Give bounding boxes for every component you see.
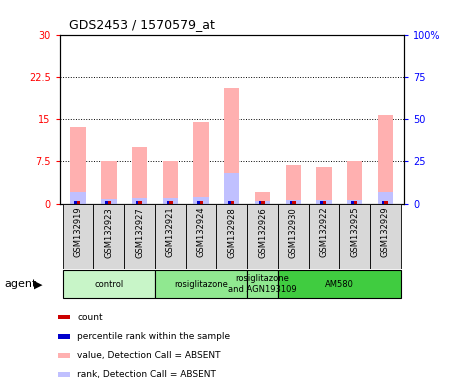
Bar <box>101 161 117 204</box>
Bar <box>260 201 265 204</box>
Text: GSM132921: GSM132921 <box>166 207 175 257</box>
Bar <box>383 201 388 204</box>
Bar <box>285 200 301 204</box>
Text: GSM132923: GSM132923 <box>104 207 113 258</box>
Bar <box>70 192 86 204</box>
Text: value, Detection Call = ABSENT: value, Detection Call = ABSENT <box>78 351 221 360</box>
Bar <box>347 161 363 204</box>
Text: percentile rank within the sample: percentile rank within the sample <box>78 332 230 341</box>
Text: GSM132930: GSM132930 <box>289 207 298 258</box>
Text: GSM132927: GSM132927 <box>135 207 144 258</box>
Text: rank, Detection Call = ABSENT: rank, Detection Call = ABSENT <box>78 370 216 379</box>
Bar <box>199 201 203 204</box>
Bar <box>63 204 94 269</box>
Bar <box>285 165 301 204</box>
Bar <box>70 127 86 204</box>
Bar <box>57 372 70 377</box>
Text: rosiglitazone: rosiglitazone <box>174 280 228 289</box>
Bar <box>193 197 209 204</box>
Bar <box>132 198 147 204</box>
Bar <box>136 201 138 204</box>
Bar <box>316 167 332 204</box>
Text: GSM132924: GSM132924 <box>196 207 206 257</box>
Text: GSM132929: GSM132929 <box>381 207 390 257</box>
Bar <box>197 201 200 204</box>
Bar <box>339 204 370 269</box>
Text: GSM132925: GSM132925 <box>350 207 359 257</box>
Bar <box>167 201 169 204</box>
Bar <box>247 204 278 269</box>
Bar <box>224 88 240 204</box>
Bar <box>228 201 230 204</box>
Text: control: control <box>94 280 123 289</box>
Bar <box>347 200 363 204</box>
Bar <box>76 201 80 204</box>
Bar <box>124 204 155 269</box>
Bar <box>94 204 124 269</box>
Bar <box>224 172 240 204</box>
Bar <box>322 201 326 204</box>
Bar <box>57 353 70 358</box>
Bar <box>255 192 270 204</box>
Bar <box>57 315 70 319</box>
Text: AM580: AM580 <box>325 280 354 289</box>
Bar <box>162 161 178 204</box>
Bar <box>316 200 332 204</box>
Bar <box>63 270 155 298</box>
Bar <box>308 204 339 269</box>
Bar <box>186 204 217 269</box>
Bar <box>132 147 147 204</box>
Text: agent: agent <box>5 279 37 289</box>
Text: GDS2453 / 1570579_at: GDS2453 / 1570579_at <box>69 18 215 31</box>
Text: GSM132928: GSM132928 <box>227 207 236 258</box>
Bar <box>137 201 142 204</box>
Text: rosiglitazone
and AGN193109: rosiglitazone and AGN193109 <box>228 275 297 294</box>
Bar <box>320 201 323 204</box>
Bar <box>382 201 384 204</box>
Text: GSM132922: GSM132922 <box>319 207 329 257</box>
Bar <box>217 204 247 269</box>
Bar <box>105 201 107 204</box>
Bar <box>168 201 173 204</box>
Bar <box>230 201 234 204</box>
Bar <box>378 192 393 204</box>
Bar <box>101 199 117 204</box>
Bar <box>247 270 278 298</box>
Bar <box>259 201 261 204</box>
Bar <box>278 204 308 269</box>
Bar <box>370 204 401 269</box>
Bar <box>278 270 401 298</box>
Bar <box>290 201 292 204</box>
Bar <box>155 270 247 298</box>
Bar <box>353 201 357 204</box>
Bar <box>155 204 186 269</box>
Bar <box>378 114 393 204</box>
Bar <box>291 201 296 204</box>
Bar <box>162 198 178 204</box>
Bar <box>74 201 77 204</box>
Bar <box>351 201 353 204</box>
Text: count: count <box>78 313 103 322</box>
Bar <box>106 201 111 204</box>
Bar <box>193 122 209 204</box>
Bar <box>255 201 270 204</box>
Text: ▶: ▶ <box>34 279 43 289</box>
Text: GSM132919: GSM132919 <box>73 207 83 257</box>
Bar <box>57 334 70 339</box>
Text: GSM132926: GSM132926 <box>258 207 267 258</box>
